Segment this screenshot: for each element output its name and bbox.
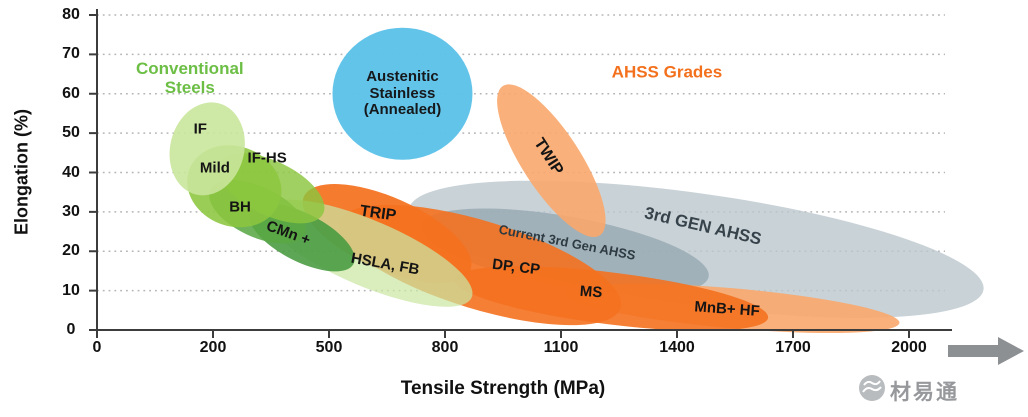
y-tick-label-20: 20 — [62, 242, 80, 260]
watermark-logo-wave2 — [863, 380, 881, 386]
x-tick-label-1100: 1100 — [543, 339, 579, 357]
region-label-bh: BH — [229, 198, 251, 216]
region-label-dpcp: DP, CP — [491, 255, 542, 279]
y-tick-label-70: 70 — [62, 45, 80, 63]
x-tick-label-0: 0 — [92, 339, 102, 357]
region-label-cmn: CMn + — [264, 216, 313, 249]
region-label-hsla: HSLA, FB — [349, 249, 421, 279]
y-tick-label-60: 60 — [62, 84, 80, 102]
x-tick-label-200: 200 — [199, 339, 227, 357]
y-axis-title: Elongation (%) — [11, 109, 32, 235]
region-ellipse-twip — [497, 84, 606, 237]
x-tick-label-1700: 1700 — [775, 339, 811, 357]
watermark-logo-wave — [862, 386, 882, 393]
region-label-ms: MS — [579, 282, 604, 302]
watermark-text: 材易通 — [890, 381, 959, 404]
x-tick-label-1400: 1400 — [659, 339, 695, 357]
region-ellipse-if — [169, 102, 245, 196]
region-label-if: IF — [193, 120, 207, 138]
group-label-conventional: Conventional Steels — [135, 58, 244, 97]
region-label-current3: Current 3rd Gen AHSS — [497, 221, 637, 264]
x-tick-label-2000: 2000 — [891, 339, 927, 357]
y-tick-label-50: 50 — [62, 124, 80, 142]
group-label-ahss: AHSS Grades — [611, 62, 723, 82]
y-tick-label-30: 30 — [62, 202, 80, 220]
region-label-mild: Mild — [199, 159, 230, 177]
x-axis-arrow-icon — [948, 337, 1024, 365]
region-label-mnbhf: MnB+ HF — [693, 298, 761, 320]
region-label-trip: TRIP — [358, 202, 398, 225]
y-tick-label-0: 0 — [66, 321, 76, 339]
y-tick-label-80: 80 — [62, 6, 80, 24]
region-label-ifhs: IF-HS — [247, 149, 287, 167]
region-label-gen3: 3rd GEN AHSS — [642, 202, 764, 249]
x-tick-label-800: 800 — [431, 339, 459, 357]
region-ellipse-austenitic — [332, 27, 473, 160]
x-axis-title: Tensile Strength (MPa) — [400, 378, 606, 399]
region-label-twip: TWIP — [530, 135, 567, 178]
x-tick-label-500: 500 — [315, 339, 343, 357]
region-label-austenitic: Austenitic Stainless (Annealed) — [363, 67, 442, 119]
y-tick-label-40: 40 — [62, 163, 80, 181]
y-tick-label-10: 10 — [62, 281, 80, 299]
